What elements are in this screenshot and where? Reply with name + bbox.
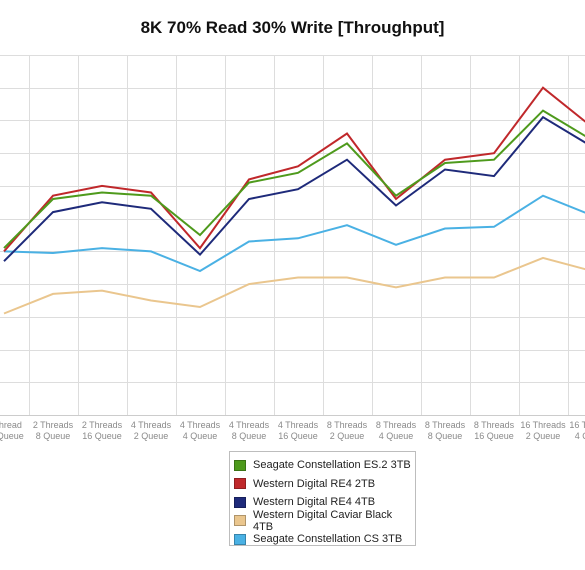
series-line: [3, 86, 585, 253]
x-tick-label: 16 Threads 2 Queue: [520, 420, 566, 441]
x-tick-label: 4 Threads 8 Queue: [229, 420, 270, 441]
x-tick-label: 4 Threads 2 Queue: [131, 420, 172, 441]
legend-label: Seagate Constellation CS 3TB: [253, 533, 403, 546]
x-tick-label: 8 Threads 4 Queue: [376, 420, 417, 441]
series-line: [3, 256, 585, 315]
grid: [0, 55, 585, 416]
legend-item: Seagate Constellation CS 3TB: [234, 530, 415, 549]
legend-item: Western Digital RE4 2TB: [234, 475, 415, 494]
chart-title: 8K 70% Read 30% Write [Throughput]: [140, 18, 445, 37]
legend-label: Western Digital RE4 4TB: [253, 496, 376, 509]
legend-swatch: [234, 459, 246, 471]
x-tick-label: 8 Threads 2 Queue: [327, 420, 368, 441]
x-tick-label: 8 Threads 16 Queue: [474, 420, 515, 441]
legend-label: Seagate Constellation ES.2 3TB: [253, 459, 411, 472]
x-tick-label: 8 Threads 8 Queue: [425, 420, 466, 441]
series-line: [3, 115, 585, 262]
x-tick-label: 4 Threads 4 Queue: [180, 420, 221, 441]
legend-item: Western Digital RE4 4TB: [234, 493, 415, 512]
legend-label: Western Digital RE4 2TB: [253, 477, 376, 490]
legend-swatch: [234, 478, 246, 490]
x-tick-label: 2 Threads 8 Queue: [33, 420, 74, 441]
x-tick-label: 4 Threads 16 Queue: [278, 420, 319, 441]
series-line: [3, 109, 585, 249]
legend-swatch: [234, 533, 246, 545]
legend: Seagate Constellation ES.2 3TB Western Di…: [229, 451, 416, 546]
x-tick-label: 1 Thread16 Queue: [0, 420, 24, 441]
legend-item: Seagate Constellation ES.2 3TB: [234, 456, 415, 475]
legend-swatch: [234, 496, 246, 508]
legend-swatch: [234, 515, 246, 527]
series-lines: [3, 86, 585, 315]
x-tick-label: 2 Threads 16 Queue: [82, 420, 123, 441]
legend-label: Western Digital Caviar Black 4TB: [252, 508, 393, 533]
legend-item: Western Digital Caviar Black 4TB: [234, 508, 415, 533]
series-line: [3, 194, 585, 273]
